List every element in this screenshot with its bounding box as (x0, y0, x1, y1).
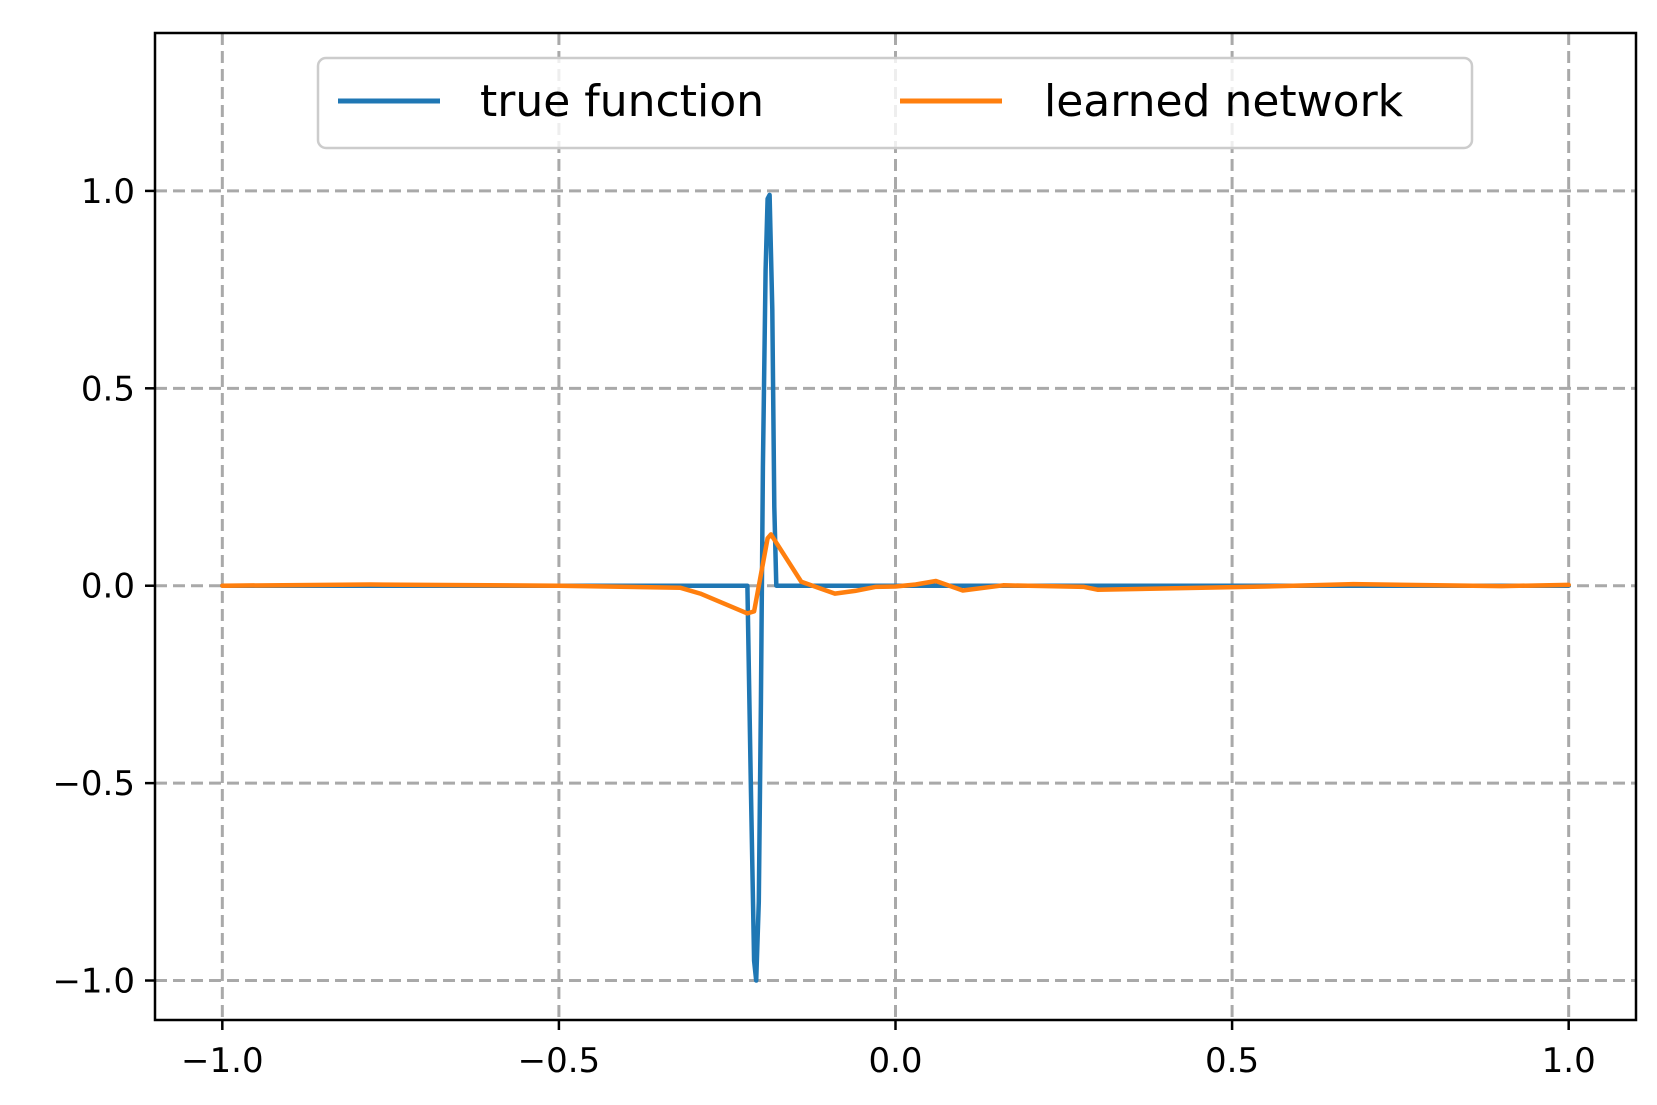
legend-box (316, 56, 1474, 150)
x-tick-label: 1.0 (1542, 1041, 1596, 1081)
x-tick-label: −0.5 (518, 1041, 601, 1081)
x-tick-label: 0.0 (868, 1041, 922, 1081)
y-tick-label: 0.0 (81, 567, 135, 607)
tick-marks (145, 189, 1570, 1030)
y-tick-label: 0.5 (81, 369, 135, 409)
y-tick-label: 1.0 (81, 172, 135, 212)
series-line-learned-network (220, 532, 1571, 616)
y-axis-tick-labels: −1.0 −0.5 0.0 0.5 1.0 (52, 172, 135, 1002)
y-tick-label: −1.0 (52, 962, 135, 1002)
x-tick-label: 0.5 (1205, 1041, 1259, 1081)
legend: true function learned network (316, 56, 1474, 150)
x-axis-tick-labels: −1.0 −0.5 0.0 0.5 1.0 (181, 1041, 1596, 1081)
legend-label-true-function: true function (480, 76, 764, 127)
series-layer (220, 192, 1571, 983)
x-tick-label: −1.0 (181, 1041, 264, 1081)
plot-area: −1.0 −0.5 0.0 0.5 1.0 −1.0 −0.5 0.0 0.5 1.0 (52, 31, 1638, 1081)
legend-label-learned-network: learned network (1044, 76, 1404, 127)
y-tick-label: −0.5 (52, 764, 135, 804)
series-line-true-function (220, 192, 1571, 983)
